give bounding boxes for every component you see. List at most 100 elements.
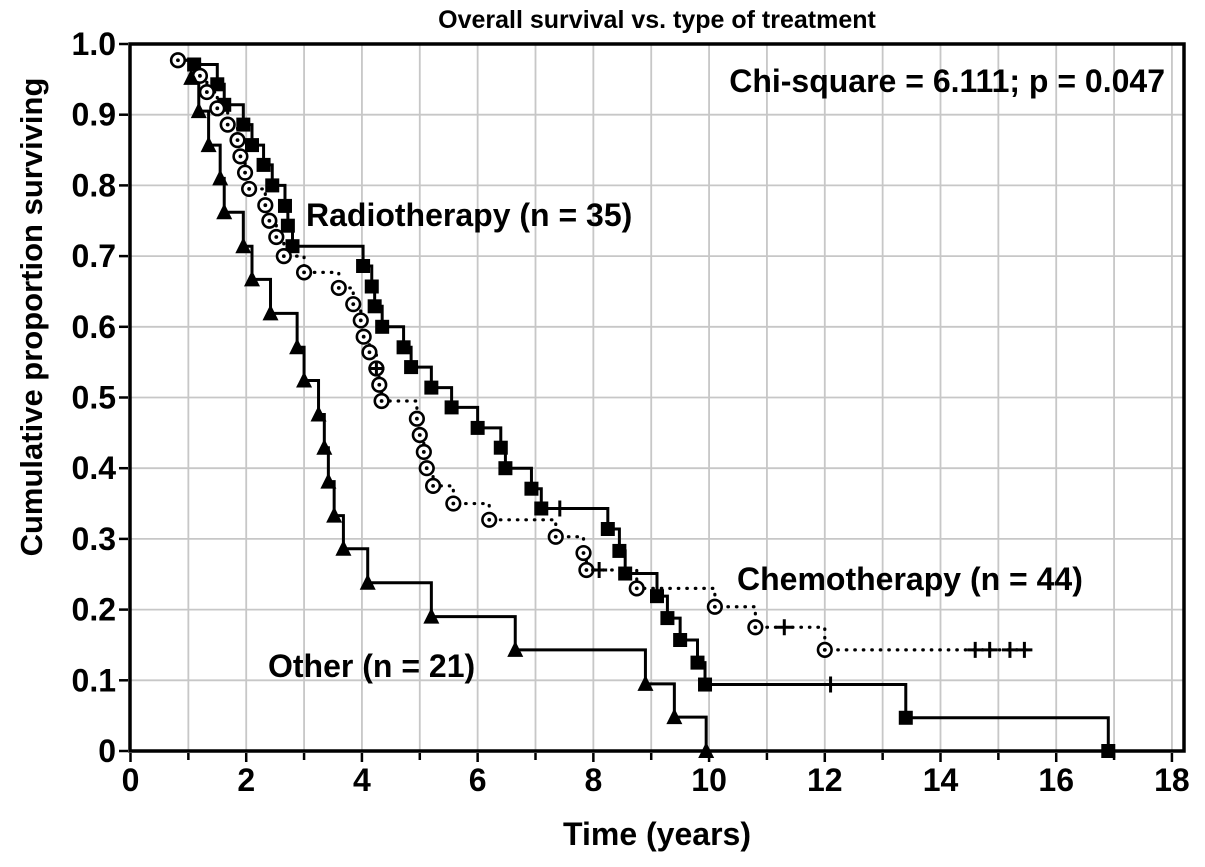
y-axis-title: Cumulative proportion surviving <box>14 77 49 557</box>
circle-marker-dot <box>361 334 366 339</box>
circle-marker-dot <box>421 450 426 454</box>
y-tick-label: 0.2 <box>72 592 116 628</box>
circle-marker-dot <box>377 382 382 387</box>
square-marker <box>600 522 615 537</box>
y-tick-label: 1.0 <box>72 26 116 62</box>
circle-marker-dot <box>417 433 422 437</box>
x-tick-label: 14 <box>923 762 959 798</box>
triangle-marker <box>183 68 200 85</box>
x-tick-label: 12 <box>807 762 843 798</box>
tick-labels: 0 2 4 6 8 10 12 14 16 18 0 0.1 0.2 0.3 0.4 0.5 0.6 0.7 0.8… <box>72 26 1190 798</box>
triangle-marker <box>310 405 327 422</box>
circle-marker-dot <box>584 568 589 572</box>
square-marker <box>470 420 485 435</box>
square-marker <box>277 198 292 213</box>
square-marker <box>498 461 513 476</box>
circle-marker-dot <box>753 625 758 630</box>
circle-marker-dot <box>281 254 286 258</box>
y-tick-label: 0.1 <box>72 662 116 698</box>
triangle-marker <box>507 640 524 657</box>
triangle-marker <box>190 102 207 119</box>
censored-plus-mark <box>551 500 568 517</box>
square-marker <box>396 340 411 355</box>
square-marker <box>375 319 390 334</box>
y-tick-label: 0.8 <box>72 167 116 203</box>
x-tick-label: 0 <box>122 762 140 798</box>
square-marker <box>898 710 913 725</box>
circle-marker-dot <box>247 187 252 191</box>
triangle-marker <box>423 607 440 624</box>
series-markers-2 <box>183 68 715 758</box>
y-tick-label: 0.7 <box>72 238 116 274</box>
series-censor-marks-1 <box>368 360 1033 658</box>
square-marker <box>256 157 271 172</box>
circle-marker-dot <box>302 270 306 275</box>
circle-marker-dot <box>198 73 202 78</box>
y-tick-label: 0 <box>98 733 116 769</box>
gridlines <box>130 44 1184 751</box>
triangle-marker <box>216 203 233 220</box>
triangle-marker <box>320 472 337 489</box>
circle-marker-dot <box>176 58 180 63</box>
censored-plus-mark <box>368 360 385 377</box>
square-marker <box>236 117 251 132</box>
square-marker <box>356 258 371 273</box>
circle-marker-dot <box>634 586 639 591</box>
circle-marker-dot <box>414 416 419 421</box>
circle-marker-dot <box>379 399 384 403</box>
circle-marker-dot <box>424 466 429 471</box>
circle-marker-dot <box>274 235 279 239</box>
triangle-marker <box>235 237 252 254</box>
circle-marker-dot <box>351 302 356 307</box>
square-marker <box>280 218 295 233</box>
triangle-marker <box>316 438 333 455</box>
censored-plus-mark <box>1001 641 1018 658</box>
y-tick-label: 0.5 <box>72 380 116 416</box>
circle-marker-dot <box>204 90 209 94</box>
series-label-chemotherapy: Chemotherapy (n = 44) <box>737 561 1083 597</box>
circle-marker-dot <box>822 647 827 652</box>
square-marker <box>612 543 627 558</box>
square-marker <box>660 611 675 626</box>
square-marker <box>265 178 280 193</box>
circle-marker-dot <box>487 517 492 522</box>
series-markers-0 <box>187 57 1116 758</box>
x-tick-label: 18 <box>1154 762 1190 798</box>
circle-marker-dot <box>712 604 717 609</box>
triangle-marker <box>335 539 352 556</box>
series-censor-marks-0 <box>551 500 839 693</box>
censored-plus-mark <box>591 562 608 579</box>
circle-marker-dot <box>451 501 456 506</box>
square-marker <box>673 633 688 648</box>
square-marker <box>524 481 539 496</box>
plot-border <box>128 42 1186 753</box>
circle-marker-dot <box>263 203 268 208</box>
series-label-other: Other (n = 21) <box>268 648 476 684</box>
y-tick-label: 0.6 <box>72 309 116 345</box>
square-marker <box>534 501 549 516</box>
square-marker <box>690 655 705 670</box>
circle-marker-dot <box>367 350 372 355</box>
square-marker <box>404 360 419 375</box>
chart-title: Overall survival vs. type of treatment <box>438 6 876 34</box>
triangle-marker <box>289 338 306 355</box>
triangle-marker <box>326 506 343 523</box>
square-marker <box>618 566 633 581</box>
square-marker <box>285 239 300 254</box>
circle-marker-dot <box>358 318 363 323</box>
circle-marker-dot <box>243 170 247 175</box>
x-tick-label: 6 <box>469 762 487 798</box>
y-tick-label: 0.3 <box>72 521 116 557</box>
triangle-marker <box>666 708 683 725</box>
censored-plus-mark <box>1016 641 1033 658</box>
circle-marker-dot <box>581 551 586 555</box>
circle-marker-dot <box>553 534 558 539</box>
square-marker <box>210 77 225 92</box>
circle-marker-dot <box>215 106 220 111</box>
square-marker <box>187 57 202 72</box>
censored-plus-mark <box>822 676 839 693</box>
triangle-marker <box>212 169 229 186</box>
circle-marker-dot <box>336 286 341 290</box>
